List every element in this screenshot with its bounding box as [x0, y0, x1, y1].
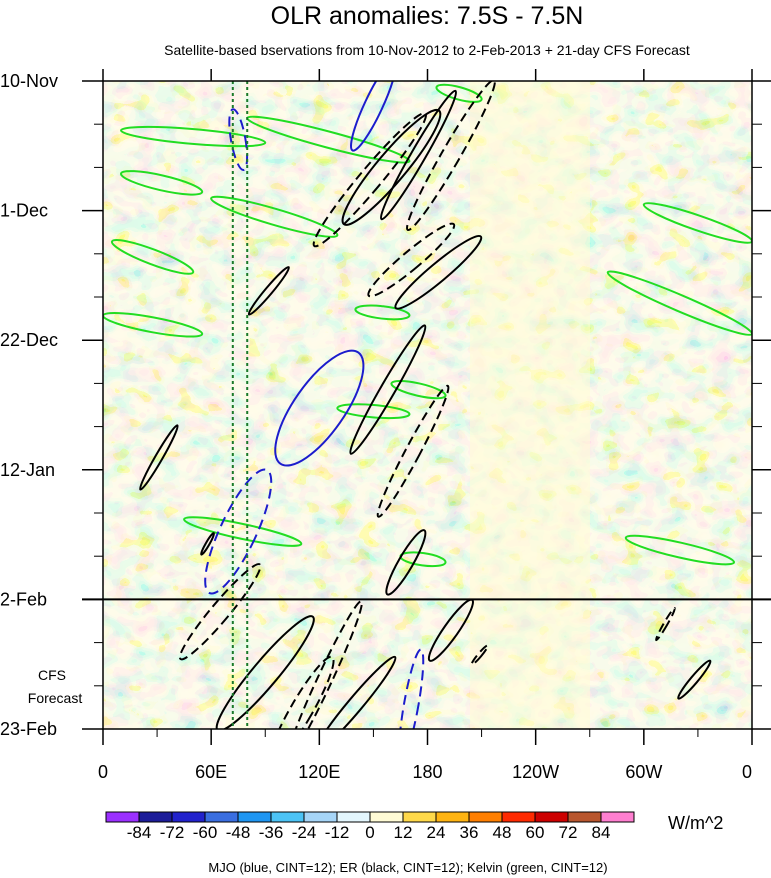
y-tick-label: 2-Feb: [0, 589, 47, 609]
colorbar-label: 12: [394, 823, 413, 842]
er-contour-3: [379, 89, 458, 221]
er-contour-5: [367, 222, 456, 298]
er-contour-11: [200, 532, 215, 556]
colorbar-label: -48: [226, 823, 251, 842]
colorbar-swatch: [369, 811, 404, 823]
x-tick-label: 60W: [625, 762, 662, 782]
colorbar-label: -36: [259, 823, 284, 842]
colorbar-swatch: [435, 811, 470, 823]
er-contour-8: [349, 324, 427, 455]
er-contour-12: [178, 563, 262, 661]
colorbar-swatch: [204, 811, 239, 823]
er-contour-6: [394, 234, 483, 310]
er-contour-9: [376, 384, 450, 518]
mjo-contour-3: [274, 349, 365, 467]
colorbar-swatch: [303, 811, 338, 823]
colorbar-label: -60: [193, 823, 218, 842]
heatmap-noise: [103, 81, 752, 729]
chart-subtitle: Satellite-based bservations from 10-Nov-…: [164, 42, 690, 58]
colorbar-swatch: [567, 811, 602, 823]
wave-contours: [103, 81, 752, 729]
kelvin-contour-15: [624, 534, 735, 566]
kelvin-contour-7: [103, 311, 204, 338]
er-contour-16: [314, 655, 397, 729]
colorbar-label: 36: [460, 823, 479, 842]
colorbar-label: -72: [160, 823, 185, 842]
x-tick-label: 120W: [512, 762, 559, 782]
er-contour-1: [312, 112, 427, 248]
colorbar-label: 24: [427, 823, 446, 842]
er-contour-17: [385, 529, 427, 596]
x-tick-label: 180: [412, 762, 442, 782]
forecast-label-line-1: CFS: [38, 667, 66, 683]
kelvin-contour-2: [119, 170, 204, 196]
er-contour-10: [139, 424, 179, 491]
kelvin-contour-1: [120, 125, 267, 148]
colorbar-unit-label: W/m^2: [668, 813, 723, 833]
kelvin-contour-11: [183, 516, 303, 547]
colorbar: -84 -72 -60 -48 -36 -24 -12 0 12 24 36 48 60 72 84: [105, 811, 635, 842]
kelvin-contour-9: [390, 379, 447, 400]
colorbar-swatch: [171, 811, 206, 823]
mjo-contour-2: [350, 81, 397, 152]
colorbar-swatch: [402, 811, 437, 823]
y-tick-label: 12-Jan: [0, 460, 55, 480]
colorbar-label: -12: [325, 823, 350, 842]
legend-footnote: MJO (blue, CINT=12); ER (black, CINT=12)…: [208, 860, 607, 875]
x-tick-label: 120E: [298, 762, 340, 782]
chart-title: OLR anomalies: 7.5S - 7.5N: [271, 2, 584, 30]
colorbar-swatch: [336, 811, 371, 823]
y-tick-label: 1-Dec: [0, 201, 48, 221]
kelvin-contour-10: [336, 403, 411, 420]
kelvin-contour-3: [210, 195, 339, 238]
kelvin-contour-6: [435, 83, 483, 103]
er-contour-2: [341, 108, 442, 226]
colorbar-swatch: [138, 811, 173, 823]
colorbar-label: -84: [127, 823, 152, 842]
mjo-contour-5: [398, 648, 425, 729]
kelvin-contour-8: [354, 304, 411, 321]
heatmap-field: [103, 81, 752, 729]
reference-lines: [231, 81, 249, 729]
colorbar-swatch: [237, 811, 272, 823]
colorbar-label: 72: [559, 823, 578, 842]
y-tick-label: 10-Nov: [0, 71, 58, 91]
colorbar-label: 60: [526, 823, 545, 842]
er-contour-21: [677, 659, 712, 700]
mjo-contour-4: [204, 468, 273, 595]
mjo-contour-1: [228, 108, 249, 172]
colorbar-label: 84: [592, 823, 611, 842]
er-contour-13: [215, 615, 315, 729]
colorbar-swatch: [501, 811, 536, 823]
y-tick-label: 23-Feb: [0, 719, 57, 739]
er-contour-19: [470, 644, 489, 666]
colorbar-label: 48: [493, 823, 512, 842]
quiet-band: [470, 81, 590, 729]
er-contour-7: [247, 266, 290, 316]
x-tick-label: 0: [98, 762, 108, 782]
colorbar-label: -24: [292, 823, 317, 842]
er-contour-15: [268, 655, 335, 729]
x-tick-label: 60E: [195, 762, 227, 782]
kelvin-contour-4: [110, 238, 195, 275]
er-contour-14: [286, 600, 363, 729]
colorbar-swatch: [600, 811, 635, 823]
forecast-label-line-2: Forecast: [28, 690, 83, 706]
colorbar-swatch: [468, 811, 503, 823]
colorbar-swatch: [270, 811, 305, 823]
kelvin-contour-13: [606, 270, 752, 336]
kelvin-contour-14: [642, 202, 752, 244]
x-axis: 0 60E 120E 180 120W 60W 0: [98, 69, 753, 782]
y-axis: 10-Nov 1-Dec 22-Dec 12-Jan 2-Feb 23-Feb: [0, 71, 771, 739]
colorbar-swatch: [105, 811, 140, 823]
colorbar-swatch: [534, 811, 569, 823]
y-tick-label: 22-Dec: [0, 330, 58, 350]
er-contour-20: [655, 607, 676, 642]
colorbar-label: 0: [365, 823, 374, 842]
x-tick-label: 0: [742, 762, 752, 782]
er-contour-4: [406, 81, 496, 232]
